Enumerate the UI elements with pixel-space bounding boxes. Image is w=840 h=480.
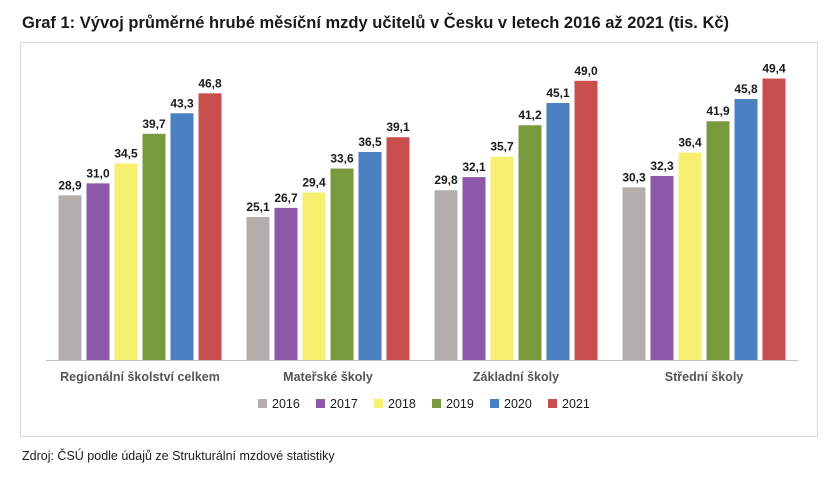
legend-label-2017: 2017 [330, 397, 358, 411]
legend-swatch-2021 [548, 399, 557, 408]
category-label-stredni-skoly: Střední školy [665, 370, 744, 384]
category-label-regionalni-skolstvi-celkem: Regionální školství celkem [60, 370, 220, 384]
bar-materske-skoly-2016 [246, 216, 270, 360]
value-label-stredni-skoly-2019: 41,9 [706, 104, 730, 118]
legend-swatch-2019 [432, 399, 441, 408]
bar-materske-skoly-2019 [330, 168, 354, 360]
value-label-stredni-skoly-2021: 49,4 [762, 62, 786, 76]
bar-regionalni-skolstvi-celkem-2021 [198, 93, 222, 360]
legend-label-2020: 2020 [504, 397, 532, 411]
legend-label-2016: 2016 [272, 397, 300, 411]
value-label-materske-skoly-2018: 29,4 [302, 175, 326, 189]
category-label-zakladni-skoly: Základní školy [473, 370, 559, 384]
legend-swatch-2018 [374, 399, 383, 408]
chart-title: Graf 1: Vývoj průměrné hrubé měsíční mzd… [22, 14, 730, 32]
bar-zakladni-skoly-2017 [462, 177, 486, 360]
bar-zakladni-skoly-2018 [490, 156, 514, 360]
value-label-zakladni-skoly-2021: 49,0 [574, 64, 598, 78]
legend-swatch-2016 [258, 399, 267, 408]
bars-layer [58, 78, 786, 361]
legend-swatch-2020 [490, 399, 499, 408]
legend-swatch-2017 [316, 399, 325, 408]
legend: 2016 2017 2018 2019 2020 2021 [258, 397, 590, 411]
value-label-regionalni-skolstvi-celkem-2019: 39,7 [142, 117, 166, 131]
value-label-regionalni-skolstvi-celkem-2021: 46,8 [198, 76, 222, 90]
chart-frame [20, 42, 818, 437]
value-label-materske-skoly-2017: 26,7 [274, 191, 298, 205]
bar-regionalni-skolstvi-celkem-2019 [142, 133, 166, 360]
value-label-materske-skoly-2021: 39,1 [386, 120, 410, 134]
value-label-regionalni-skolstvi-celkem-2016: 28,9 [58, 178, 82, 192]
bar-stredni-skoly-2016 [622, 187, 646, 360]
value-label-zakladni-skoly-2017: 32,1 [462, 160, 486, 174]
value-label-materske-skoly-2020: 36,5 [358, 135, 382, 149]
bar-materske-skoly-2017 [274, 207, 298, 360]
source-note: Zdroj: ČSÚ podle údajů ze Strukturální m… [22, 449, 335, 463]
bar-stredni-skoly-2019 [706, 121, 730, 360]
bar-zakladni-skoly-2016 [434, 190, 458, 360]
bar-zakladni-skoly-2019 [518, 125, 542, 361]
value-label-zakladni-skoly-2018: 35,7 [490, 140, 514, 154]
bar-zakladni-skoly-2021 [574, 80, 598, 360]
bar-regionalni-skolstvi-celkem-2020 [170, 113, 194, 360]
value-labels-layer: 28,9 31,0 34,5 39,7 43,3 46,8 25,1 26,7 29,4 33,6… [58, 62, 786, 214]
bar-materske-skoly-2021 [386, 137, 410, 360]
bar-regionalni-skolstvi-celkem-2017 [86, 183, 110, 360]
value-label-regionalni-skolstvi-celkem-2018: 34,5 [114, 146, 138, 160]
bar-regionalni-skolstvi-celkem-2016 [58, 195, 82, 360]
value-label-regionalni-skolstvi-celkem-2017: 31,0 [86, 166, 110, 180]
bar-stredni-skoly-2017 [650, 175, 674, 360]
legend-label-2019: 2019 [446, 397, 474, 411]
value-label-zakladni-skoly-2016: 29,8 [434, 173, 458, 187]
value-label-materske-skoly-2016: 25,1 [246, 200, 270, 214]
bar-stredni-skoly-2020 [734, 99, 758, 360]
bar-stredni-skoly-2018 [678, 152, 702, 360]
value-label-materske-skoly-2019: 33,6 [330, 152, 354, 166]
value-label-stredni-skoly-2017: 32,3 [650, 159, 674, 173]
value-label-stredni-skoly-2018: 36,4 [678, 136, 702, 150]
bar-regionalni-skolstvi-celkem-2018 [114, 163, 138, 360]
bar-materske-skoly-2018 [302, 192, 326, 360]
legend-label-2018: 2018 [388, 397, 416, 411]
value-label-zakladni-skoly-2020: 45,1 [546, 86, 570, 100]
value-label-regionalni-skolstvi-celkem-2020: 43,3 [170, 96, 194, 110]
category-label-materske-skoly: Mateřské školy [283, 370, 373, 384]
value-label-zakladni-skoly-2019: 41,2 [518, 108, 542, 122]
bar-zakladni-skoly-2020 [546, 103, 570, 361]
value-label-stredni-skoly-2016: 30,3 [622, 170, 646, 184]
bar-stredni-skoly-2021 [762, 78, 786, 360]
legend-label-2021: 2021 [562, 397, 590, 411]
bar-materske-skoly-2020 [358, 152, 382, 360]
category-labels-layer: Regionální školství celkem Mateřské školy… [60, 370, 743, 384]
value-label-stredni-skoly-2020: 45,8 [734, 82, 758, 96]
